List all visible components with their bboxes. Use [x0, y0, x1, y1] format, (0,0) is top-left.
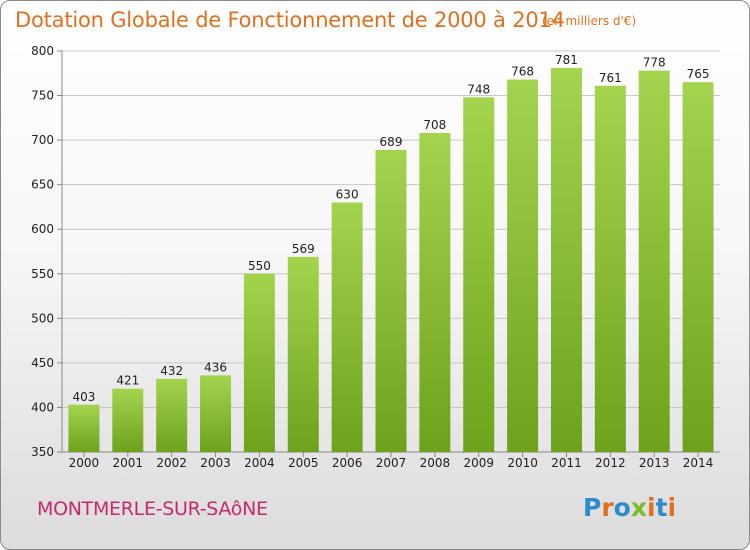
bar-2005	[287, 256, 319, 452]
bar-2012	[594, 85, 626, 453]
axes: 350 400 450 500 550 600 650 700 750 800 2000 2001 20…	[31, 44, 720, 470]
x-tick-label-2011: 2011	[551, 456, 582, 470]
bar-2007	[375, 149, 407, 452]
y-tick-label-700: 700	[31, 133, 54, 147]
x-tick-label-2008: 2008	[420, 456, 451, 470]
bar-2013	[638, 70, 670, 453]
data-labels: 403 421 432 436 550 569 630 689 708 748 768 781 761 7…	[72, 53, 709, 404]
bar-2002	[156, 378, 188, 452]
y-tick-label-500: 500	[31, 311, 54, 325]
x-tick-label-2005: 2005	[288, 456, 319, 470]
y-tick-label-800: 800	[31, 44, 54, 58]
x-tick-label-2010: 2010	[507, 456, 538, 470]
brand-letter-4: i	[647, 493, 656, 522]
brand-letter-6: i	[668, 493, 677, 522]
bar-2004	[243, 273, 275, 452]
commune-name: MONTMERLE-SUR-SAôNE	[37, 498, 268, 520]
data-label-2001: 421	[116, 374, 139, 388]
y-tick-label-600: 600	[31, 222, 54, 236]
y-tick-label-650: 650	[31, 178, 54, 192]
x-tick-label-2002: 2002	[156, 456, 187, 470]
y-tick-label-350: 350	[31, 445, 54, 459]
data-label-2012: 761	[599, 71, 622, 85]
bar-2014	[682, 82, 714, 452]
x-tick-label-2000: 2000	[69, 456, 100, 470]
data-label-2004: 550	[248, 259, 271, 273]
chart-unit: (en milliers d'€)	[542, 14, 637, 28]
bar-2001	[112, 388, 144, 452]
y-tick-label-400: 400	[31, 400, 54, 414]
data-label-2014: 765	[687, 67, 710, 81]
data-label-2011: 781	[555, 53, 578, 67]
brand-letter-1: r	[601, 493, 614, 522]
chart-title: Dotation Globale de Fonctionnement de 20…	[15, 8, 565, 32]
y-tick-label-750: 750	[31, 89, 54, 103]
brand-letter-0: P	[583, 493, 601, 522]
data-label-2000: 403	[72, 390, 95, 404]
x-tick-label-2006: 2006	[332, 456, 363, 470]
x-tick-label-2001: 2001	[113, 456, 144, 470]
proxiti-logo: Proxiti	[583, 493, 676, 522]
data-label-2009: 748	[467, 82, 490, 96]
x-tick-label-2009: 2009	[463, 456, 494, 470]
data-label-2010: 768	[511, 65, 534, 79]
x-tick-label-2013: 2013	[639, 456, 670, 470]
bars	[68, 67, 714, 453]
data-label-2013: 778	[643, 56, 666, 70]
bar-2010	[507, 79, 539, 452]
data-label-2002: 432	[160, 364, 183, 378]
bar-2009	[463, 97, 495, 453]
x-tick-label-2007: 2007	[376, 456, 407, 470]
y-tick-label-550: 550	[31, 267, 54, 281]
x-tick-label-2003: 2003	[200, 456, 231, 470]
y-tick-label-450: 450	[31, 356, 54, 370]
x-tick-label-2004: 2004	[244, 456, 275, 470]
data-label-2005: 569	[292, 242, 315, 256]
x-tick-label-2012: 2012	[595, 456, 626, 470]
bar-2003	[200, 375, 232, 452]
brand-letter-5: t	[656, 493, 668, 522]
bar-2008	[419, 132, 451, 452]
data-label-2007: 689	[380, 135, 403, 149]
data-label-2006: 630	[336, 187, 359, 201]
bar-2011	[550, 67, 582, 452]
x-tick-label-2014: 2014	[683, 456, 714, 470]
brand-letter-2: o	[614, 493, 631, 522]
data-label-2008: 708	[423, 118, 446, 132]
bar-2000	[68, 404, 100, 452]
svg-text:Proxiti: Proxiti	[583, 493, 676, 522]
bar-2006	[331, 202, 363, 452]
data-label-2003: 436	[204, 360, 227, 374]
brand-letter-3: x	[631, 493, 647, 522]
